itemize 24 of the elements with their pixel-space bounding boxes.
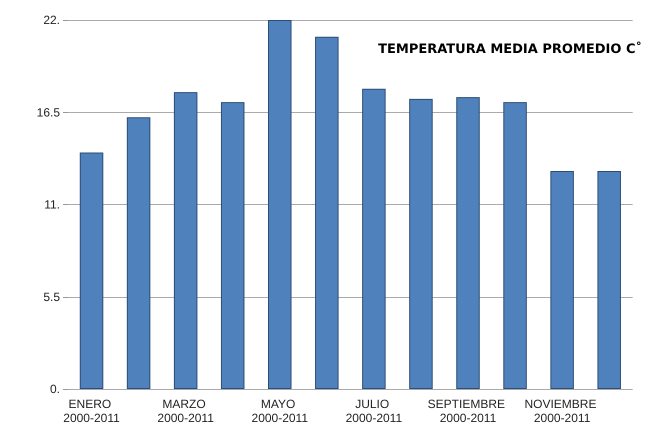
y-tick-label: 22. [43,13,60,27]
bar [126,117,150,389]
text: TEMPERATURA MEDIA PROMEDIO C˚ [378,41,642,57]
x-tick-label: MAYO 2000-2011 [252,397,308,425]
bar [456,97,480,389]
y-tick-label: 16.5 [36,105,60,120]
y-tick-label: 11. [44,198,60,212]
bar [362,88,386,389]
bar [174,92,198,389]
bar [503,102,527,389]
x-tick-label: ENERO 2000-2011 [63,397,120,425]
bar [220,102,244,389]
bar [80,152,104,389]
x-tick-label: NOVIEMBRE 2000-2011 [524,397,600,425]
bar [409,98,433,389]
x-tick-label: MARZO 2000-2011 [157,397,214,425]
bar [268,20,292,389]
y-tick-label: 0. [50,382,60,396]
y-tick-label: 5.5 [43,290,60,304]
bar [315,36,339,389]
x-tick-label: JULIO 2000-2011 [346,397,402,425]
x-tick-label: SEPTIEMBRE 2000-2011 [428,397,508,425]
bar [597,170,621,389]
bar [550,170,574,389]
